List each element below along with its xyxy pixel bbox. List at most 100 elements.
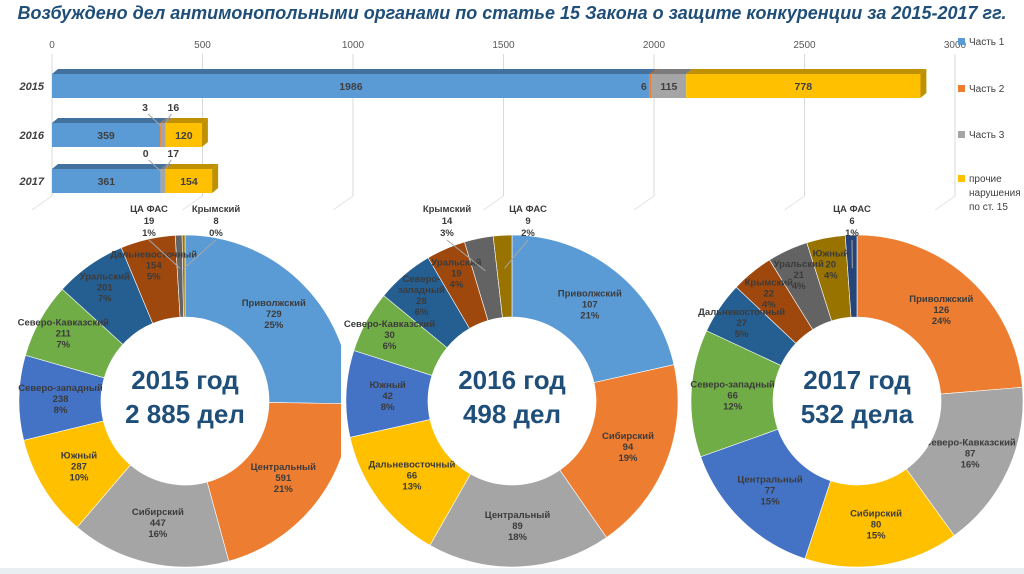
bar-end-cap (201, 118, 208, 147)
bar-callout-label: 17 (167, 148, 179, 160)
slice-label: Центральный (251, 462, 317, 473)
slice-label: 4% (792, 281, 806, 292)
bar-segment (160, 169, 166, 193)
gridline-foot (483, 195, 504, 211)
legend-label: Часть 1 (969, 37, 1005, 48)
slice-label: 21% (274, 484, 294, 495)
slice-callout-label: ЦА ФАС (833, 204, 871, 215)
leader-line (162, 159, 172, 173)
gridline-foot (332, 195, 354, 211)
leader-line (148, 159, 163, 173)
slice-label: 6% (383, 341, 397, 352)
slice-callout-label: 6 (849, 216, 854, 227)
slice-label: Сибирский (602, 431, 654, 442)
axis-tick-label: 1500 (492, 40, 515, 51)
bar-value-label: 778 (795, 81, 813, 93)
slice-label: 5% (147, 272, 161, 283)
bar-segment (160, 123, 166, 147)
leader-line (504, 239, 529, 269)
slice-label: 154 (146, 261, 163, 272)
slice-label: Центральный (485, 510, 551, 521)
bar-segment (52, 123, 161, 147)
axis-tick-label: 0 (49, 40, 55, 51)
slice-label: Северо-Кавказский (924, 438, 1015, 449)
legend-label: по ст. 15 (969, 202, 1008, 213)
leader-line (446, 239, 486, 272)
slice-label: 22 (763, 289, 774, 300)
legend-chip (958, 175, 965, 182)
slice-label: 15% (867, 531, 887, 542)
slice-label: западный (398, 285, 445, 296)
slice-label: 16% (961, 460, 981, 471)
slice-label: Сибирский (132, 507, 184, 518)
gridline-foot (31, 195, 53, 211)
slice-label: 8% (54, 405, 68, 416)
leader-line (162, 113, 172, 127)
slice-callout-label: 1% (845, 228, 859, 239)
donut-hole (773, 317, 941, 485)
bar-segment (52, 74, 650, 98)
bar-segment (160, 123, 161, 147)
bar-segment-top (160, 164, 172, 169)
slice-label: 19% (618, 453, 638, 464)
slice-label: Северо-Кавказский (344, 319, 435, 330)
slice-label: Уральский (80, 271, 130, 282)
slice-label: 6% (415, 307, 429, 318)
bar-value-label: 115 (660, 81, 677, 93)
slice-label: Северо-западный (690, 380, 775, 391)
slice-label: 126 (933, 305, 949, 316)
slice-label: 591 (275, 473, 292, 484)
donut-center-label: 2 885 дел (125, 399, 245, 429)
bottom-strip (0, 568, 1024, 574)
bar-end-cap (212, 164, 219, 193)
slice-label: 729 (266, 309, 282, 320)
gridline-foot (182, 195, 203, 211)
legend-label: Часть 3 (969, 130, 1005, 141)
donut-center-label: 2016 год (458, 365, 566, 395)
bar-segment-top (165, 118, 208, 123)
bar-end-cap (920, 69, 927, 98)
slice-label: 25% (264, 320, 284, 331)
slice-label: 18% (508, 532, 528, 543)
slice-label: Южный (369, 380, 405, 391)
chart-title: Возбуждено дел антимонопольными органами… (17, 3, 1007, 23)
bar-segment-top (52, 69, 656, 74)
bar-value-label: 1986 (339, 81, 363, 93)
slice-label: 30 (384, 330, 395, 341)
axis-tick-label: 3000 (944, 40, 967, 51)
slice-label: Приволжский (558, 288, 622, 299)
leader-line (148, 239, 181, 269)
bar-value-label: 361 (98, 176, 116, 188)
bar-segment (165, 169, 213, 193)
leader-line (183, 239, 217, 269)
donut-hole (428, 317, 596, 485)
slice-callout-label: Крымский (423, 204, 471, 215)
donut-hole (101, 317, 269, 485)
bar-value-label: 359 (97, 130, 115, 142)
donut-center-label: 498 дел (463, 399, 561, 429)
axis-tick-label: 1000 (342, 40, 365, 51)
slice-callout-label: 3% (440, 228, 454, 239)
legend-label: Часть 2 (969, 84, 1005, 95)
slice-label: 10% (69, 473, 89, 484)
bar-segment (651, 74, 687, 98)
slice-label: 21% (580, 310, 600, 321)
gridline-foot (784, 195, 805, 211)
slice-callout-label: 19 (144, 216, 155, 227)
legend-chip (958, 38, 965, 45)
slice-label: 28 (416, 296, 427, 307)
bar-segment-top (165, 164, 219, 169)
bar-segment (165, 123, 202, 147)
slice-label: 21 (793, 270, 804, 281)
bar-segment-top (160, 118, 172, 123)
slice-label: 20 (826, 260, 837, 271)
slice-label: 211 (56, 329, 72, 340)
axis-tick-label: 2500 (793, 40, 816, 51)
slice-callout-label: 1% (142, 228, 156, 239)
slice-label: Центральный (737, 475, 803, 486)
bar-value-label: 120 (175, 130, 193, 142)
bar-value-label: 154 (180, 176, 198, 188)
bar-segment-top (686, 69, 927, 74)
axis-tick-label: 500 (194, 40, 211, 51)
